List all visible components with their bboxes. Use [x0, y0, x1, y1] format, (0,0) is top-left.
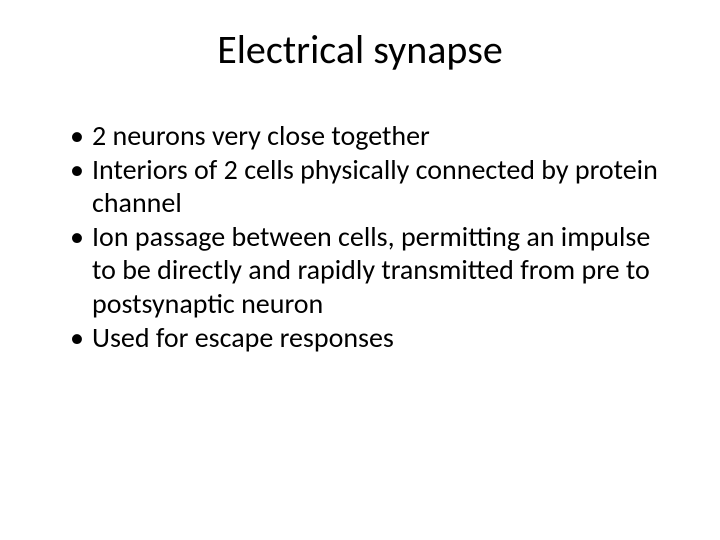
bullet-list: 2 neurons very close together Interiors …	[50, 119, 670, 354]
list-item: Ion passage between cells, permitting an…	[72, 220, 670, 321]
list-item: Used for escape responses	[72, 321, 670, 355]
list-item: 2 neurons very close together	[72, 119, 670, 153]
slide: Electrical synapse 2 neurons very close …	[0, 0, 720, 540]
slide-title: Electrical synapse	[50, 25, 670, 74]
list-item: Interiors of 2 cells physically connecte…	[72, 153, 670, 220]
